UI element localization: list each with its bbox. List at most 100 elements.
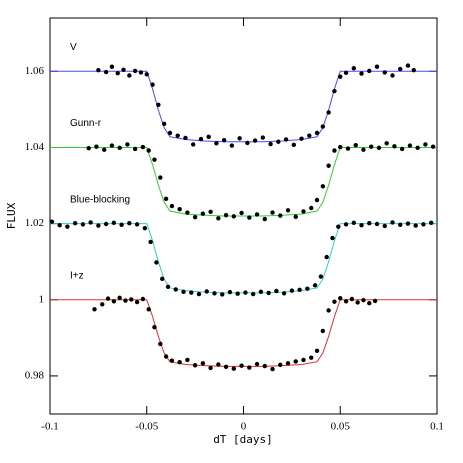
data-point bbox=[330, 235, 335, 241]
data-point bbox=[309, 355, 314, 360]
data-point bbox=[229, 143, 235, 148]
data-point bbox=[301, 357, 306, 363]
data-point bbox=[291, 142, 297, 147]
data-point bbox=[343, 222, 349, 227]
x-tick-label: -0.05 bbox=[135, 421, 158, 433]
x-axis-label: dT [days] bbox=[213, 433, 273, 446]
fit-line bbox=[50, 146, 437, 217]
data-point bbox=[134, 222, 140, 227]
data-point bbox=[367, 68, 372, 74]
data-point bbox=[142, 225, 148, 231]
data-point bbox=[57, 222, 62, 228]
data-point bbox=[243, 290, 248, 295]
data-point bbox=[297, 287, 302, 293]
data-point bbox=[250, 291, 256, 297]
data-point bbox=[109, 64, 115, 69]
data-point bbox=[361, 147, 366, 152]
data-point bbox=[204, 289, 209, 294]
data-point bbox=[103, 69, 109, 75]
data-point bbox=[293, 214, 298, 219]
data-point bbox=[173, 287, 178, 292]
data-point bbox=[65, 224, 70, 229]
data-point bbox=[185, 210, 190, 215]
data-point bbox=[367, 221, 372, 226]
data-point bbox=[274, 288, 279, 294]
data-point bbox=[361, 297, 366, 303]
data-point bbox=[146, 148, 151, 153]
data-point bbox=[338, 74, 343, 79]
data-point bbox=[138, 70, 144, 75]
data-point bbox=[88, 220, 93, 225]
data-point bbox=[208, 209, 213, 215]
data-point bbox=[423, 142, 428, 147]
data-point bbox=[318, 274, 324, 279]
data-point bbox=[163, 354, 169, 359]
x-tick-label: -0.1 bbox=[41, 421, 58, 433]
data-point bbox=[270, 210, 275, 215]
data-point bbox=[154, 260, 159, 265]
data-point bbox=[132, 146, 138, 152]
data-point bbox=[384, 141, 389, 146]
data-point bbox=[169, 203, 175, 209]
data-point bbox=[239, 363, 244, 368]
data-point bbox=[312, 283, 318, 288]
data-point bbox=[127, 221, 132, 226]
data-point bbox=[152, 157, 157, 162]
data-point bbox=[247, 215, 252, 220]
data-point bbox=[129, 297, 134, 302]
data-point bbox=[262, 363, 267, 369]
data-point bbox=[94, 144, 99, 149]
data-point bbox=[314, 130, 320, 136]
data-point bbox=[127, 73, 132, 78]
data-point bbox=[192, 363, 198, 368]
data-point bbox=[111, 220, 117, 226]
data-point bbox=[293, 359, 298, 364]
data-point bbox=[399, 146, 405, 152]
data-point bbox=[121, 67, 126, 72]
data-point bbox=[332, 88, 337, 94]
data-point bbox=[105, 296, 111, 301]
data-point bbox=[158, 175, 163, 180]
data-point bbox=[278, 362, 283, 368]
data-point bbox=[245, 140, 250, 146]
data-point bbox=[254, 361, 260, 367]
data-point bbox=[405, 221, 411, 226]
data-point bbox=[359, 222, 364, 228]
data-point bbox=[221, 138, 227, 143]
data-point bbox=[369, 144, 374, 149]
y-tick-label: 1 bbox=[39, 293, 45, 305]
data-point bbox=[382, 70, 387, 75]
data-point bbox=[252, 138, 258, 143]
data-point bbox=[167, 130, 173, 136]
data-point bbox=[421, 222, 426, 227]
data-point bbox=[100, 302, 105, 307]
data-point bbox=[374, 64, 380, 69]
x-tick-label: 0.05 bbox=[331, 421, 351, 433]
data-point bbox=[283, 137, 289, 142]
data-point bbox=[332, 148, 337, 153]
data-point bbox=[223, 213, 229, 218]
data-point bbox=[123, 298, 128, 303]
data-point bbox=[231, 366, 237, 371]
data-point bbox=[196, 291, 202, 297]
data-point bbox=[92, 307, 97, 312]
series-label: Blue-blocking bbox=[70, 194, 130, 205]
data-point bbox=[247, 365, 252, 370]
data-point bbox=[355, 300, 360, 305]
data-point bbox=[117, 145, 122, 151]
data-point bbox=[345, 146, 351, 151]
data-point bbox=[320, 124, 326, 129]
data-point bbox=[125, 142, 130, 147]
data-point bbox=[349, 296, 355, 302]
data-point bbox=[390, 220, 395, 225]
data-point bbox=[338, 296, 343, 301]
data-point bbox=[160, 276, 165, 282]
y-tick-label: 1.02 bbox=[25, 217, 44, 229]
y-tick-label: 1.04 bbox=[25, 141, 45, 153]
data-point bbox=[270, 366, 275, 372]
data-point bbox=[411, 67, 416, 73]
data-point bbox=[216, 362, 221, 367]
data-point bbox=[301, 209, 306, 214]
data-point bbox=[276, 139, 281, 144]
series-label: V bbox=[70, 42, 77, 53]
